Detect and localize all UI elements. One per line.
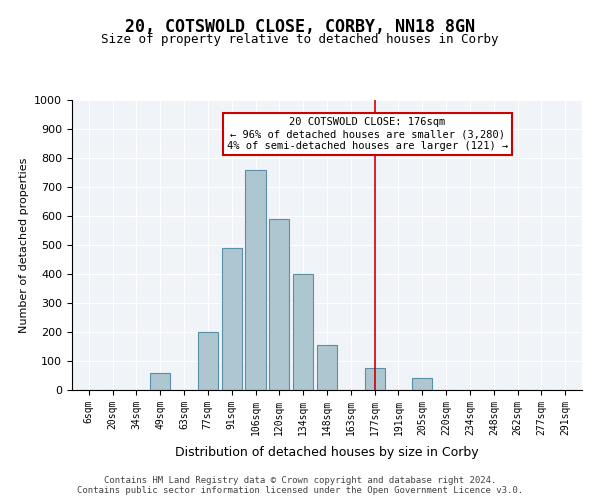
Text: 20 COTSWOLD CLOSE: 176sqm
← 96% of detached houses are smaller (3,280)
4% of sem: 20 COTSWOLD CLOSE: 176sqm ← 96% of detac… — [227, 118, 508, 150]
Bar — [150, 372, 170, 390]
X-axis label: Distribution of detached houses by size in Corby: Distribution of detached houses by size … — [175, 446, 479, 459]
Text: Size of property relative to detached houses in Corby: Size of property relative to detached ho… — [101, 32, 499, 46]
Text: Contains HM Land Registry data © Crown copyright and database right 2024.
Contai: Contains HM Land Registry data © Crown c… — [77, 476, 523, 495]
Bar — [365, 368, 385, 390]
Bar — [412, 378, 433, 390]
Y-axis label: Number of detached properties: Number of detached properties — [19, 158, 29, 332]
Text: 20, COTSWOLD CLOSE, CORBY, NN18 8GN: 20, COTSWOLD CLOSE, CORBY, NN18 8GN — [125, 18, 475, 36]
Bar — [245, 170, 266, 390]
Bar — [317, 345, 337, 390]
Bar — [198, 332, 218, 390]
Bar — [221, 248, 242, 390]
Bar — [269, 219, 289, 390]
Bar — [293, 274, 313, 390]
